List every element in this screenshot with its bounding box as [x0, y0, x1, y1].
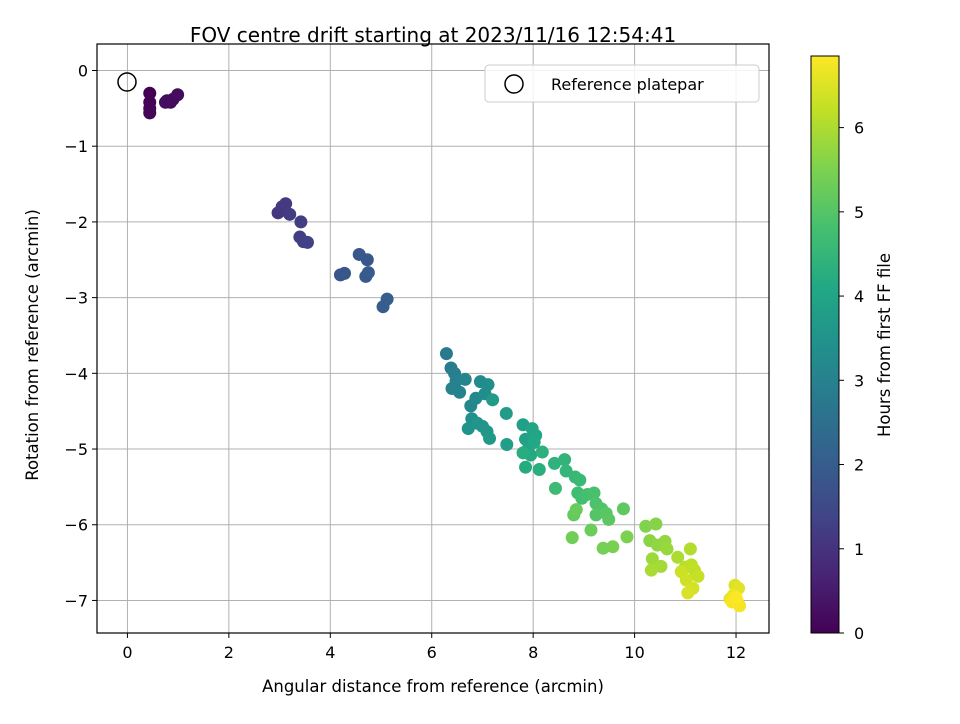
data-point — [606, 540, 620, 554]
colorbar-tick-label: 2 — [854, 456, 864, 475]
colorbar-label: Hours from first FF file — [875, 253, 894, 437]
data-point — [620, 530, 634, 544]
data-point — [483, 431, 497, 445]
data-point — [683, 542, 697, 556]
colorbar-tick-label: 4 — [854, 287, 864, 306]
y-tick-label: −4 — [64, 364, 88, 383]
data-point — [548, 481, 562, 495]
data-point — [602, 512, 616, 526]
data-point — [565, 531, 579, 545]
y-axis-ticks: 0 −1 −2 −3 −4 −5 −6 −7 — [64, 61, 97, 610]
data-point — [584, 523, 598, 537]
data-point — [532, 462, 546, 476]
data-point — [143, 106, 157, 120]
x-axis-ticks: 0 2 4 6 8 10 12 — [122, 633, 746, 662]
data-point — [535, 445, 549, 459]
data-point — [671, 550, 685, 564]
data-point — [439, 347, 453, 361]
colorbar-ticks: 0 1 2 3 4 5 6 — [839, 119, 864, 643]
data-point — [649, 517, 663, 531]
y-tick-label: −2 — [64, 213, 88, 232]
data-point — [589, 508, 603, 522]
data-point — [360, 253, 374, 267]
scatter-points — [143, 86, 747, 613]
colorbar-tick-label: 5 — [854, 203, 864, 222]
x-tick-label: 0 — [122, 643, 132, 662]
data-point — [158, 95, 172, 109]
data-point — [644, 563, 658, 577]
y-tick-label: 0 — [78, 61, 88, 80]
data-point — [143, 86, 157, 100]
reference-platepar-marker — [117, 72, 137, 92]
data-point — [573, 473, 587, 487]
data-point — [660, 542, 674, 556]
data-point — [486, 393, 500, 407]
x-tick-label: 6 — [427, 643, 437, 662]
data-point — [500, 437, 514, 451]
data-point — [481, 378, 495, 392]
data-point — [171, 88, 185, 102]
data-point — [279, 197, 293, 211]
x-tick-label: 2 — [224, 643, 234, 662]
y-tick-label: −3 — [64, 289, 88, 308]
data-point — [639, 519, 653, 533]
data-point — [569, 503, 583, 517]
data-point — [300, 235, 314, 249]
colorbar-tick-label: 6 — [854, 119, 864, 138]
data-point — [681, 586, 695, 600]
data-point — [616, 502, 630, 516]
legend: Reference platepar — [484, 64, 760, 103]
data-point — [559, 464, 573, 478]
data-point — [294, 215, 308, 229]
data-point — [453, 385, 467, 399]
legend-marker — [504, 74, 524, 94]
data-point — [645, 552, 659, 566]
data-point — [361, 266, 375, 280]
y-tick-label: −7 — [64, 591, 88, 610]
x-tick-label: 12 — [726, 643, 746, 662]
data-point — [596, 541, 610, 555]
y-tick-label: −6 — [64, 516, 88, 535]
x-axis-label: Angular distance from reference (arcmin) — [262, 677, 604, 696]
grid — [97, 44, 769, 633]
colorbar-tick-label: 1 — [854, 540, 864, 559]
data-point — [547, 456, 561, 470]
data-point — [283, 207, 297, 221]
x-tick-label: 8 — [528, 643, 538, 662]
data-point — [380, 292, 394, 306]
x-tick-label: 4 — [325, 643, 335, 662]
data-point — [458, 372, 472, 386]
data-point — [337, 266, 351, 280]
colorbar-tick-label: 3 — [854, 371, 864, 390]
legend-label: Reference platepar — [551, 75, 704, 94]
plot-frame — [96, 43, 770, 634]
x-tick-label: 10 — [624, 643, 644, 662]
y-tick-label: −1 — [64, 137, 88, 156]
data-point — [558, 453, 572, 467]
legend-box — [484, 64, 760, 103]
data-point — [516, 446, 530, 460]
data-point — [587, 486, 601, 500]
data-point — [519, 460, 533, 474]
data-point — [729, 590, 743, 604]
data-point — [691, 569, 705, 583]
chart-title: FOV centre drift starting at 2023/11/16 … — [190, 23, 676, 47]
colorbar-gradient — [810, 55, 840, 634]
data-point — [499, 406, 513, 420]
y-tick-label: −5 — [64, 440, 88, 459]
y-axis-label: Rotation from reference (arcmin) — [23, 209, 42, 481]
colorbar: 0 1 2 3 4 5 6 Hours from first FF file — [810, 55, 894, 643]
data-point — [527, 435, 541, 449]
colorbar-tick-label: 0 — [854, 624, 864, 643]
